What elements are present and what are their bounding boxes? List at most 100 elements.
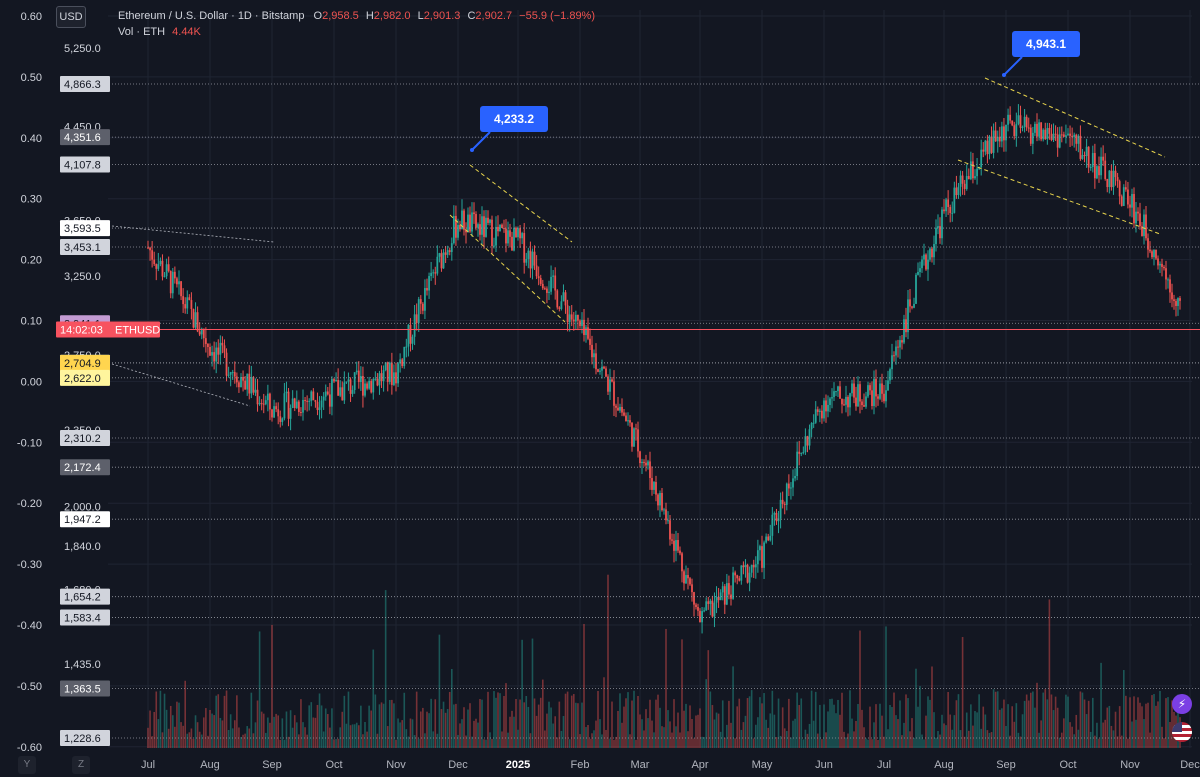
log-scale-toggle[interactable]: Y [18, 756, 36, 774]
volume-bar [1048, 599, 1051, 748]
candle-body [617, 407, 619, 411]
volume-bar [835, 713, 837, 748]
volume-bar [865, 738, 867, 748]
candle-body [442, 252, 445, 269]
candle-body [159, 260, 162, 265]
volume-bar [748, 696, 751, 748]
candle-body [591, 344, 593, 358]
volume-bar [831, 698, 833, 748]
candle-body [827, 404, 829, 412]
volume-bar [364, 721, 366, 748]
candle-body [818, 410, 821, 412]
zoom-toggle[interactable]: Z [72, 756, 90, 774]
volume-bar [1120, 735, 1123, 748]
volume-bar [792, 720, 794, 748]
volume-bar [707, 650, 710, 748]
volume-bar [322, 731, 325, 748]
candle-body [877, 396, 879, 399]
volume-bar [467, 709, 469, 748]
candle-body [487, 217, 489, 223]
candle-body [357, 370, 360, 382]
candle-body [347, 379, 350, 382]
volume-bar [798, 705, 800, 748]
candle-body [998, 136, 1001, 142]
candle-body [157, 264, 160, 269]
candle-body [683, 571, 685, 584]
volume-bar [817, 733, 819, 748]
candle-body [653, 482, 655, 490]
candle-body [552, 275, 555, 277]
candle-body [192, 309, 195, 328]
left-axis-tick: 0.50 [21, 72, 42, 84]
candle-body [939, 226, 941, 239]
price-label-text: 2,310.2 [64, 433, 101, 445]
candle-body [1116, 177, 1119, 182]
volume-bar [515, 698, 517, 748]
us-flag-icon[interactable] [1172, 722, 1192, 742]
candle-body [901, 340, 903, 343]
symbol-title[interactable]: Ethereum / U.S. Dollar · 1D · Bitstamp [118, 10, 305, 22]
candle-body [761, 546, 763, 568]
candle-body [349, 379, 352, 394]
currency-badge[interactable]: USD [56, 6, 86, 28]
candle-body [1163, 266, 1165, 269]
volume-bar [1165, 698, 1167, 748]
volume-bar [331, 708, 333, 748]
volume-bar [633, 690, 635, 748]
candle-body [507, 230, 509, 244]
candle-body [881, 383, 883, 394]
candle-body [432, 272, 435, 274]
volume-bar [905, 694, 907, 748]
volume-bar [1025, 694, 1028, 748]
volume-bar [788, 698, 790, 748]
candle-body [209, 346, 211, 356]
candle-body [455, 215, 457, 238]
volume-bar [463, 707, 465, 748]
candle-body [293, 398, 296, 408]
volume-bar [161, 732, 164, 748]
candle-body [1077, 135, 1080, 144]
volume-bar [1085, 714, 1088, 748]
candle-body [269, 393, 271, 410]
candle-body [312, 391, 315, 401]
candle-body [560, 301, 563, 309]
volume-bar [663, 727, 665, 748]
candle-body [707, 601, 710, 604]
left-axis-tick: -0.60 [17, 742, 42, 754]
candle-body [859, 384, 861, 402]
candle-body [308, 400, 311, 402]
candle-body [1093, 153, 1096, 179]
volume-bar [465, 735, 467, 748]
candle-body [229, 372, 232, 375]
volume-bar [726, 724, 728, 748]
volume-bar [755, 724, 757, 748]
volume-bar [407, 736, 410, 748]
volume-bar [262, 713, 265, 748]
candle-body [587, 327, 589, 339]
volume-bar [562, 716, 565, 748]
candle-body [867, 385, 869, 397]
volume-bar [999, 709, 1001, 748]
candle-body [1157, 258, 1159, 266]
candle-body [1019, 115, 1022, 128]
volume-bar [945, 725, 947, 748]
candle-body [258, 403, 261, 405]
candle-body [750, 564, 753, 573]
candle-body [163, 276, 166, 278]
volume-bar [209, 709, 211, 748]
volume-bar [970, 704, 972, 748]
candle-body [1025, 116, 1028, 128]
candle-body [511, 236, 513, 251]
candle-body [1029, 127, 1032, 144]
candle-body [238, 382, 240, 388]
candle-body [814, 409, 817, 423]
candle-body [252, 377, 255, 393]
candle-body [207, 343, 209, 347]
volume-bar [285, 711, 288, 748]
candle-body [333, 379, 335, 382]
tradingview-assistant-icon[interactable]: ⚡ [1172, 694, 1192, 714]
candle-body [413, 314, 416, 337]
volume-bar [554, 716, 556, 748]
volume-bar [324, 708, 327, 748]
